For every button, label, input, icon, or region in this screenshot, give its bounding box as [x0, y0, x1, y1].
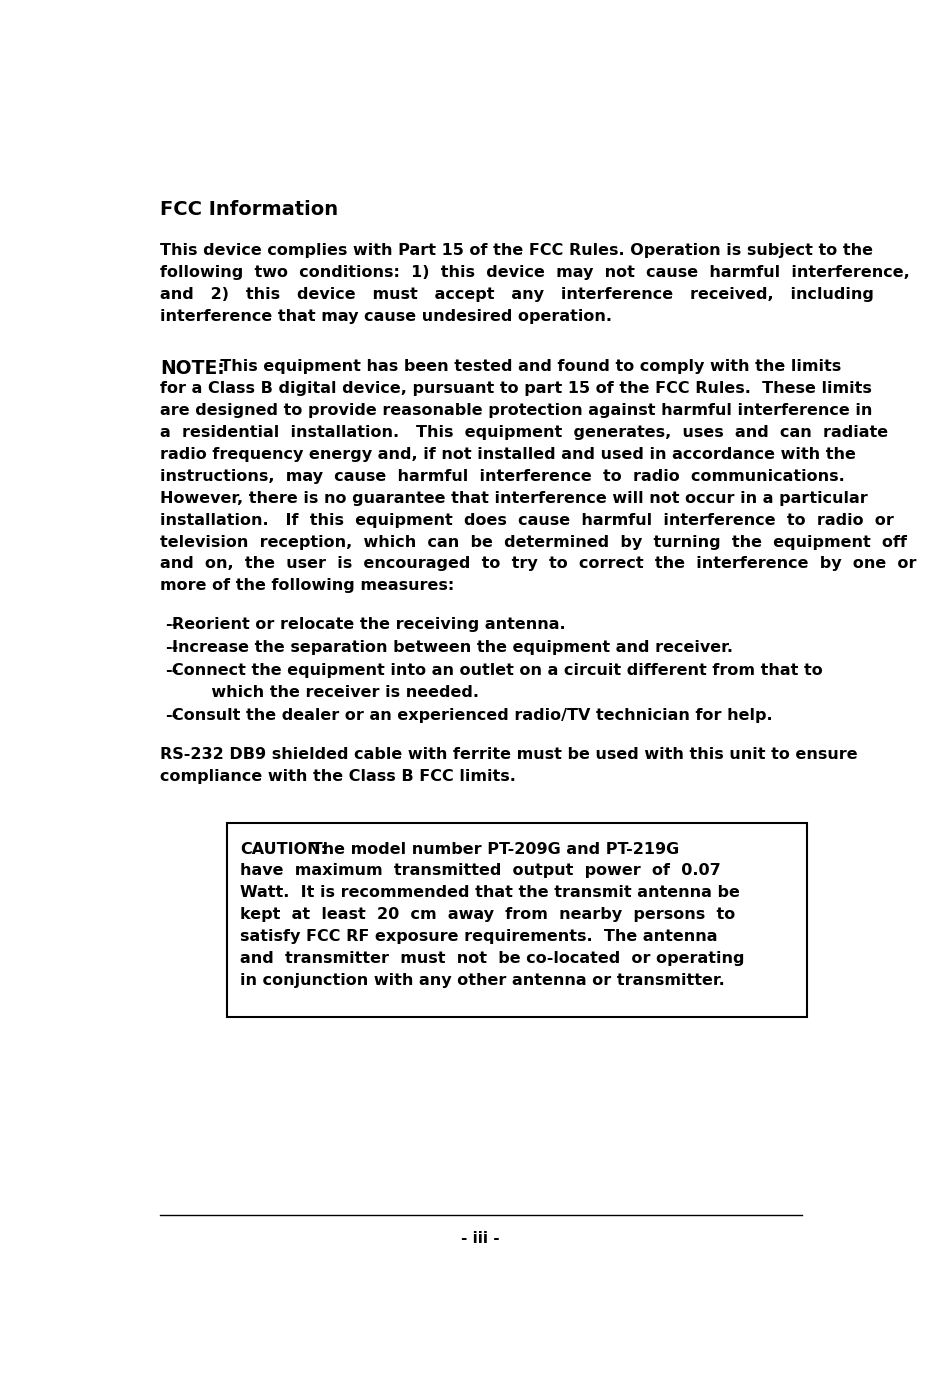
Text: This equipment has been tested and found to comply with the limits: This equipment has been tested and found…	[209, 358, 841, 374]
Text: Increase the separation between the equipment and receiver.: Increase the separation between the equi…	[172, 640, 733, 655]
Text: are designed to provide reasonable protection against harmful interference in: are designed to provide reasonable prote…	[159, 403, 872, 417]
Text: instructions,  may  cause  harmful  interference  to  radio  communications.: instructions, may cause harmful interfer…	[159, 469, 844, 483]
Text: kept  at  least  20  cm  away  from  nearby  persons  to: kept at least 20 cm away from nearby per…	[240, 907, 735, 923]
Text: --: --	[165, 664, 178, 679]
Text: and  transmitter  must  not  be co-located  or operating: and transmitter must not be co-located o…	[240, 951, 745, 966]
Text: --: --	[165, 640, 178, 655]
Text: Reorient or relocate the receiving antenna.: Reorient or relocate the receiving anten…	[172, 617, 566, 633]
Text: and  on,  the  user  is  encouraged  to  try  to  correct  the  interference  by: and on, the user is encouraged to try to…	[159, 556, 916, 571]
Text: satisfy FCC RF exposure requirements.  The antenna: satisfy FCC RF exposure requirements. Th…	[240, 930, 718, 944]
Text: Watt.  It is recommended that the transmit antenna be: Watt. It is recommended that the transmi…	[240, 885, 740, 900]
Text: which the receiver is needed.: which the receiver is needed.	[172, 686, 479, 700]
Text: installation.   If  this  equipment  does  cause  harmful  interference  to  rad: installation. If this equipment does cau…	[159, 512, 894, 528]
Text: RS-232 DB9 shielded cable with ferrite must be used with this unit to ensure: RS-232 DB9 shielded cable with ferrite m…	[159, 746, 857, 762]
Text: NOTE:: NOTE:	[159, 358, 224, 378]
Text: Connect the equipment into an outlet on a circuit different from that to: Connect the equipment into an outlet on …	[172, 664, 823, 679]
Text: CAUTION:: CAUTION:	[240, 841, 327, 857]
Text: --: --	[165, 708, 178, 724]
Text: However, there is no guarantee that interference will not occur in a particular: However, there is no guarantee that inte…	[159, 490, 868, 505]
Bar	[227, 823, 807, 1016]
Text: compliance with the Class B FCC limits.: compliance with the Class B FCC limits.	[159, 769, 516, 784]
Text: FCC Information: FCC Information	[159, 200, 338, 220]
Text: following  two  conditions:  1)  this  device  may  not  cause  harmful  interfe: following two conditions: 1) this device…	[159, 266, 910, 280]
Text: --: --	[165, 617, 178, 633]
Text: have  maximum  transmitted  output  power  of  0.07: have maximum transmitted output power of…	[240, 864, 721, 878]
Text: a  residential  installation.   This  equipment  generates,  uses  and  can  rad: a residential installation. This equipme…	[159, 424, 888, 440]
Text: more of the following measures:: more of the following measures:	[159, 578, 454, 594]
Text: Consult the dealer or an experienced radio/TV technician for help.: Consult the dealer or an experienced rad…	[172, 708, 773, 724]
Text: in conjunction with any other antenna or transmitter.: in conjunction with any other antenna or…	[240, 973, 725, 988]
Text: for a Class B digital device, pursuant to part 15 of the FCC Rules.  These limit: for a Class B digital device, pursuant t…	[159, 381, 871, 396]
Text: - iii -: - iii -	[461, 1231, 500, 1246]
Text: interference that may cause undesired operation.: interference that may cause undesired op…	[159, 309, 612, 325]
Text: This device complies with Part 15 of the FCC Rules. Operation is subject to the: This device complies with Part 15 of the…	[159, 244, 873, 259]
Text: The model number PT-209G and PT-219G: The model number PT-209G and PT-219G	[306, 841, 679, 857]
Text: radio frequency energy and, if not installed and used in accordance with the: radio frequency energy and, if not insta…	[159, 447, 855, 462]
Text: television  reception,  which  can  be  determined  by  turning  the  equipment : television reception, which can be deter…	[159, 535, 907, 550]
Text: and   2)   this   device   must   accept   any   interference   received,   incl: and 2) this device must accept any inter…	[159, 287, 874, 302]
